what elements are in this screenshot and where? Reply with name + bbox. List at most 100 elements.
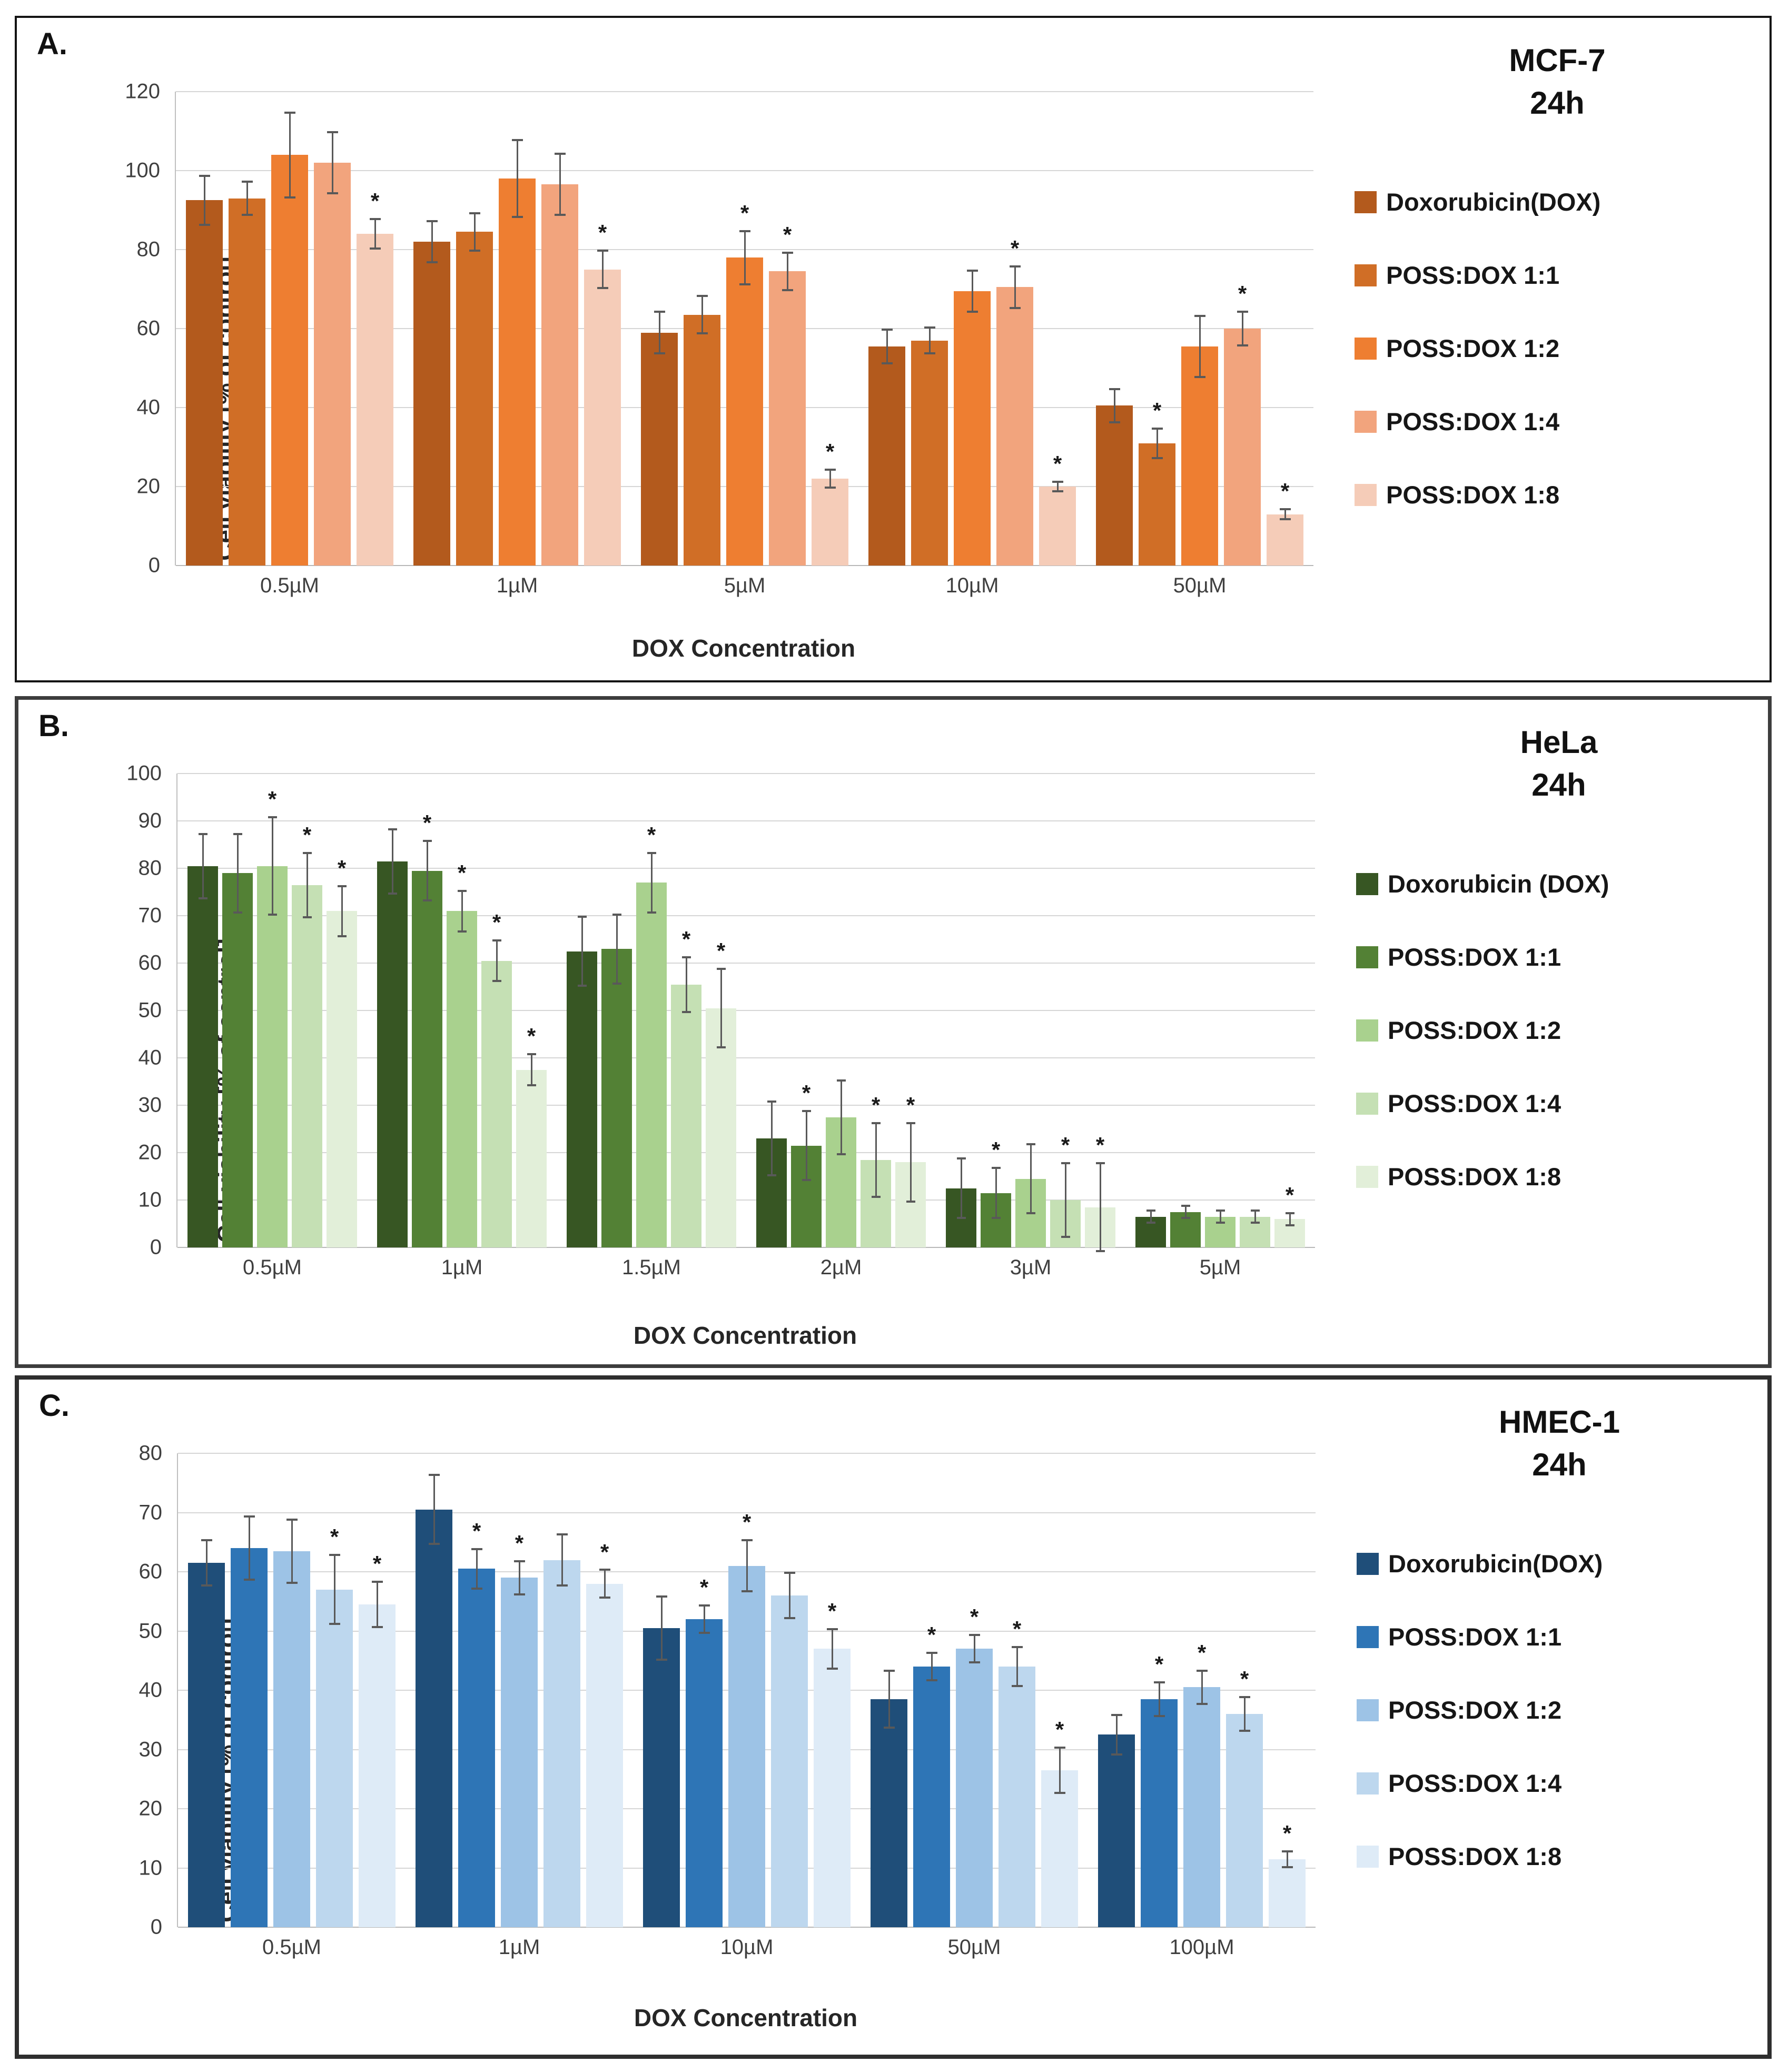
legend-label: POSS:DOX 1:4 (1386, 408, 1560, 435)
y-tick-label: 40 (139, 1678, 163, 1702)
y-tick-label: 10 (138, 1188, 162, 1212)
bar-slot: * (814, 1453, 851, 1927)
y-tick-label: 60 (139, 1560, 163, 1583)
significance-asterisk: * (527, 1024, 536, 1049)
significance-asterisk: * (457, 860, 467, 885)
bar (567, 951, 597, 1247)
cell-line-name: HMEC-1 (1498, 1404, 1620, 1440)
bar-slot (868, 92, 905, 566)
bar (543, 1560, 580, 1927)
bar (771, 1595, 808, 1927)
x-tick-label: 5µM (1199, 1256, 1241, 1279)
bar (458, 1569, 495, 1927)
x-tick-label: 1µM (441, 1256, 483, 1279)
bar-slot: * (636, 774, 667, 1247)
legend-swatch (1355, 191, 1377, 213)
bar-group: * * * (936, 774, 1125, 1252)
gridline (177, 915, 1315, 916)
y-tick-label: 40 (138, 1046, 162, 1069)
significance-asterisk: * (422, 810, 432, 836)
bar (1098, 1734, 1135, 1927)
bar-slot (543, 1453, 580, 1927)
gridline (177, 1199, 1315, 1201)
bar-slot: * (584, 92, 621, 566)
bar-slot: * (1274, 774, 1305, 1247)
y-tick-label: 20 (138, 1141, 162, 1164)
bar-slot: * (728, 1453, 765, 1927)
x-tick-label: 1µM (496, 574, 538, 597)
bar-slot (499, 92, 536, 566)
legend-items: Doxorubicin (DOX) POSS:DOX 1:1 POSS:DOX 1:… (1356, 869, 1762, 1191)
significance-asterisk: * (1282, 1820, 1292, 1846)
significance-asterisk: * (1055, 1717, 1064, 1742)
y-tick-label: 10 (139, 1856, 163, 1879)
bar (416, 1509, 452, 1927)
bar (601, 949, 632, 1247)
legend-item: Doxorubicin (DOX) (1356, 869, 1762, 898)
legend-label: POSS:DOX 1:8 (1388, 1842, 1562, 1870)
significance-asterisk: * (515, 1530, 524, 1555)
bar-group: * * * (557, 774, 746, 1247)
bar-slot: * (257, 774, 288, 1247)
bar-slot: * (895, 774, 926, 1247)
bar (271, 155, 308, 566)
significance-asterisk: * (699, 1575, 709, 1600)
legend-item: POSS:DOX 1:8 (1356, 1162, 1762, 1191)
bar-slot (456, 92, 493, 566)
bar-group: * * (858, 92, 1086, 566)
bar (1139, 443, 1175, 566)
bar-slot: * (481, 774, 512, 1247)
bar-slot (1098, 1453, 1135, 1927)
bar-slot: * (1267, 92, 1303, 566)
legend-swatch (1357, 1552, 1379, 1575)
legend-label: POSS:DOX 1:4 (1388, 1769, 1562, 1797)
significance-asterisk: * (330, 1524, 339, 1550)
significance-asterisk: * (1197, 1640, 1207, 1665)
bar (516, 1069, 547, 1247)
bar (377, 861, 408, 1247)
y-tick-label: 90 (138, 809, 162, 832)
legend-item: Doxorubicin(DOX) (1357, 1549, 1762, 1578)
bar-slot (826, 774, 856, 1247)
bar-slot (684, 92, 720, 566)
bar (314, 163, 351, 566)
legend-label: Doxorubicin (DOX) (1388, 870, 1609, 898)
bar-slot (1181, 92, 1218, 566)
y-tick-label: 80 (138, 856, 162, 880)
bar-slot (541, 92, 578, 566)
legend-swatch (1356, 1165, 1378, 1188)
bar-group: * (1125, 774, 1315, 1247)
x-axis-title: DOX Concentration (631, 635, 856, 662)
y-tick-label: 60 (138, 951, 162, 975)
bar (684, 314, 720, 566)
legend: MCF-7 24h Doxorubicin(DOX) POSS:DOX 1:1 PO… (1355, 39, 1760, 553)
panel-letter: B. (38, 709, 69, 743)
significance-asterisk: * (740, 200, 749, 225)
bar (1183, 1687, 1220, 1927)
legend-item: POSS:DOX 1:2 (1355, 334, 1760, 363)
bar-slot (413, 92, 450, 566)
significance-asterisk: * (647, 822, 656, 847)
bar-group: * * * * (367, 774, 557, 1247)
gridline (177, 1057, 1315, 1058)
significance-asterisk: * (991, 1137, 1001, 1163)
bar-slot: * (861, 774, 891, 1247)
bar (187, 866, 218, 1247)
bar-slot: * (999, 1453, 1035, 1927)
legend-swatch (1356, 873, 1378, 895)
bar-slot: * (812, 92, 848, 566)
x-tick-label: 0.5µM (262, 1936, 321, 1959)
legend-label: POSS:DOX 1:2 (1386, 334, 1560, 362)
bar-slot (229, 92, 265, 566)
bar (814, 1649, 851, 1927)
significance-asterisk: * (871, 1092, 881, 1117)
bar-slot: * (996, 92, 1033, 566)
legend-label: POSS:DOX 1:2 (1388, 1696, 1562, 1724)
legend-title: HMEC-1 24h (1357, 1401, 1762, 1486)
legend-swatch (1355, 410, 1377, 433)
bar (413, 242, 450, 566)
cell-line-name: HeLa (1520, 725, 1598, 760)
legend-label: Doxorubicin(DOX) (1388, 1550, 1603, 1578)
x-tick-label: 0.5µM (260, 574, 319, 597)
x-tick-label: 5µM (724, 574, 766, 597)
